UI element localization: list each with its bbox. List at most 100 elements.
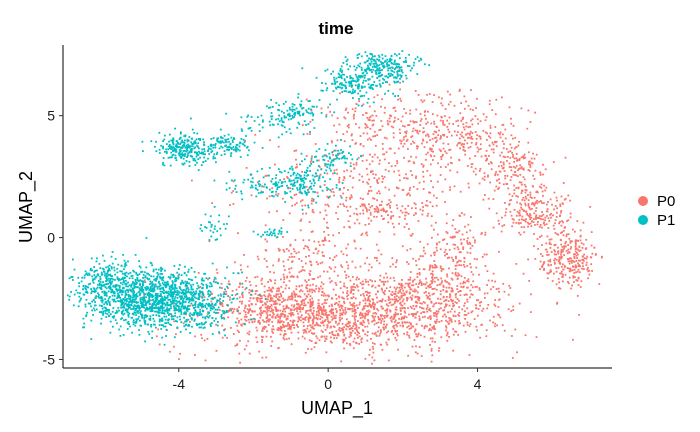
point xyxy=(494,174,497,177)
point xyxy=(401,245,404,248)
point xyxy=(145,314,147,317)
point xyxy=(375,334,378,337)
point xyxy=(248,291,251,294)
point xyxy=(359,205,362,208)
point xyxy=(403,142,406,145)
point xyxy=(271,330,274,333)
point xyxy=(563,264,566,267)
point xyxy=(484,231,487,234)
point xyxy=(194,293,196,296)
point xyxy=(583,257,586,260)
point xyxy=(380,204,383,206)
point xyxy=(393,316,396,318)
point xyxy=(483,178,486,181)
point xyxy=(476,118,479,121)
point xyxy=(203,326,206,329)
point xyxy=(494,280,496,283)
point xyxy=(414,328,417,331)
point xyxy=(501,133,504,136)
point xyxy=(125,318,127,321)
point xyxy=(155,326,157,329)
point xyxy=(237,272,239,275)
point xyxy=(458,264,461,266)
point xyxy=(470,119,472,122)
point xyxy=(374,280,376,283)
point xyxy=(362,299,365,302)
point xyxy=(553,244,556,246)
point xyxy=(155,335,158,338)
point xyxy=(330,315,333,318)
point xyxy=(395,288,397,291)
point xyxy=(128,298,130,300)
point xyxy=(414,313,417,315)
point xyxy=(243,316,246,318)
point xyxy=(280,286,283,288)
point xyxy=(346,287,348,289)
point xyxy=(468,136,471,139)
point xyxy=(322,321,325,324)
point xyxy=(539,224,542,226)
point xyxy=(188,278,190,280)
point xyxy=(156,293,159,295)
point xyxy=(366,208,368,211)
point xyxy=(421,213,424,216)
point xyxy=(151,283,154,285)
point xyxy=(404,207,407,210)
point xyxy=(325,113,328,116)
point xyxy=(367,319,369,321)
point xyxy=(400,310,402,312)
point xyxy=(394,164,397,167)
point xyxy=(256,341,259,343)
point xyxy=(325,302,328,305)
point xyxy=(562,248,565,251)
point xyxy=(114,300,117,303)
point xyxy=(308,249,311,251)
point xyxy=(567,260,570,263)
point xyxy=(227,295,229,297)
point xyxy=(561,220,563,222)
point xyxy=(376,210,378,213)
point xyxy=(199,311,201,313)
point xyxy=(429,309,432,312)
point xyxy=(312,283,314,286)
point xyxy=(295,193,298,196)
point xyxy=(165,283,168,286)
point xyxy=(528,280,531,282)
point xyxy=(503,143,505,145)
point xyxy=(373,110,376,113)
point xyxy=(335,302,338,304)
point xyxy=(579,235,582,238)
point xyxy=(331,330,334,333)
point xyxy=(400,142,402,145)
point xyxy=(512,218,515,221)
point xyxy=(373,119,375,122)
point xyxy=(389,317,392,320)
point xyxy=(532,221,535,223)
point xyxy=(358,222,361,225)
point xyxy=(419,302,422,305)
point xyxy=(239,264,242,267)
point xyxy=(309,284,312,287)
point xyxy=(147,291,150,294)
point xyxy=(178,273,180,276)
point xyxy=(393,298,396,301)
point xyxy=(467,104,470,107)
point xyxy=(201,277,204,280)
point xyxy=(379,329,382,331)
point xyxy=(236,329,239,332)
point xyxy=(577,253,579,256)
point xyxy=(448,304,451,307)
point xyxy=(303,299,305,302)
point xyxy=(494,113,497,116)
point xyxy=(275,293,278,296)
point xyxy=(554,219,557,221)
point xyxy=(236,293,239,295)
point xyxy=(144,281,147,283)
point xyxy=(361,312,364,315)
point xyxy=(511,195,514,197)
point xyxy=(170,303,173,305)
point xyxy=(149,290,152,292)
point xyxy=(527,223,530,225)
point xyxy=(175,279,178,282)
point xyxy=(203,299,206,301)
